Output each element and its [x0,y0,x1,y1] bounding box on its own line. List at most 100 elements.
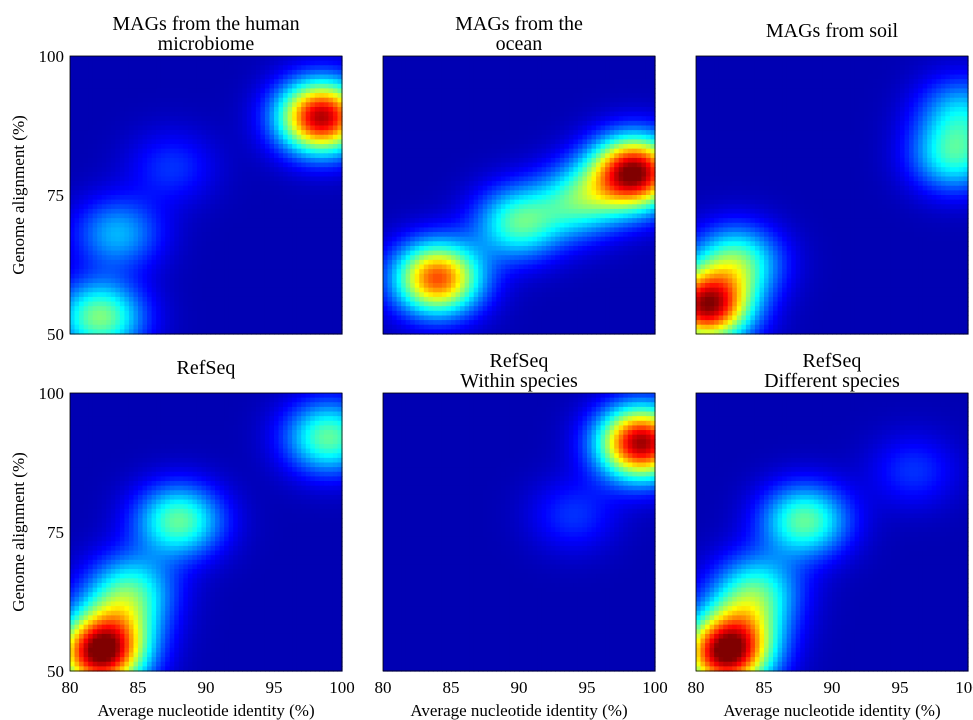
heatmap-cell [487,102,492,107]
heatmap-cell [133,227,138,232]
heatmap-cell [211,218,216,223]
heatmap-cell [397,56,402,61]
heatmap-cell [183,153,188,158]
heatmap-cell [301,121,306,126]
heatmap-cell [333,227,338,232]
heatmap-cell [283,223,288,228]
heatmap-cell [206,56,211,61]
heatmap-cell [265,297,270,302]
heatmap-cell [610,56,615,61]
heatmap-cell [247,112,252,117]
heatmap-cell [192,195,197,200]
heatmap-cell [288,265,293,270]
heatmap-cell [70,265,75,270]
heatmap-cell [383,79,388,84]
heatmap-cell [129,306,134,311]
heatmap-cell [84,241,89,246]
heatmap-cell [428,126,433,131]
heatmap-cell [224,218,229,223]
heatmap-cell [478,107,483,112]
heatmap-cell [474,79,479,84]
heatmap-cell [211,112,216,117]
heatmap-cell [211,260,216,265]
heatmap-cell [88,297,93,302]
heatmap-cell [265,223,270,228]
heatmap-cell [174,167,179,172]
heatmap-cell [297,232,302,237]
heatmap-cell [233,172,238,177]
heatmap-cell [601,61,606,66]
heatmap-cell [138,204,143,209]
heatmap-cell [456,153,461,158]
heatmap-cell [238,84,243,89]
heatmap-cell [446,61,451,66]
heatmap-cell [242,130,247,135]
heatmap-cell [147,93,152,98]
heatmap-cell [483,70,488,75]
heatmap-cell [292,98,297,103]
heatmap-cell [251,292,256,297]
heatmap-cell [297,98,302,103]
heatmap-cell [206,195,211,200]
heatmap-cell [133,130,138,135]
heatmap-cell [174,139,179,144]
heatmap-cell [437,102,442,107]
heatmap-cell [292,65,297,70]
heatmap-cell [79,139,84,144]
heatmap-cell [383,121,388,126]
heatmap-cell [165,274,170,279]
heatmap-cell [582,135,587,140]
heatmap-cell [514,61,519,66]
heatmap-cell [269,98,274,103]
heatmap-cell [111,135,116,140]
heatmap-cell [111,214,116,219]
heatmap-cell [247,149,252,154]
heatmap-cell [224,274,229,279]
heatmap-cell [315,88,320,93]
heatmap-cell [256,218,261,223]
heatmap-cell [260,269,265,274]
heatmap-cell [388,153,393,158]
heatmap-cell [111,84,116,89]
heatmap-cell [619,135,624,140]
heatmap-cell [383,70,388,75]
heatmap-cell [251,209,256,214]
heatmap-cell [129,302,134,307]
heatmap-cell [260,190,265,195]
heatmap-cell [437,149,442,154]
heatmap-cell [437,79,442,84]
heatmap-cell [260,126,265,131]
heatmap-cell [251,93,256,98]
heatmap-cell [215,218,220,223]
heatmap-cell [333,75,338,80]
heatmap-cell [582,130,587,135]
heatmap-cell [442,112,447,117]
heatmap-cell [192,302,197,307]
heatmap-cell [397,79,402,84]
heatmap-cell [79,195,84,200]
heatmap-cell [524,149,529,154]
heatmap-cell [505,126,510,131]
heatmap-cell [161,172,166,177]
heatmap-cell [319,186,324,191]
heatmap-cell [424,65,429,70]
heatmap-cell [97,292,102,297]
heatmap-cell [301,79,306,84]
heatmap-cell [573,107,578,112]
heatmap-cell [133,163,138,168]
heatmap-cell [519,112,524,117]
heatmap-cell [120,186,125,191]
heatmap-cell [288,227,293,232]
heatmap-cell [251,241,256,246]
heatmap-cell [75,227,80,232]
heatmap-cell [174,61,179,66]
heatmap-cell [79,297,84,302]
heatmap-cell [102,116,107,121]
heatmap-cell [143,149,148,154]
heatmap-cell [428,121,433,126]
heatmap-cell [546,139,551,144]
heatmap-cell [242,325,247,330]
heatmap-cell [437,70,442,75]
heatmap-cell [510,107,515,112]
heatmap-cell [451,139,456,144]
